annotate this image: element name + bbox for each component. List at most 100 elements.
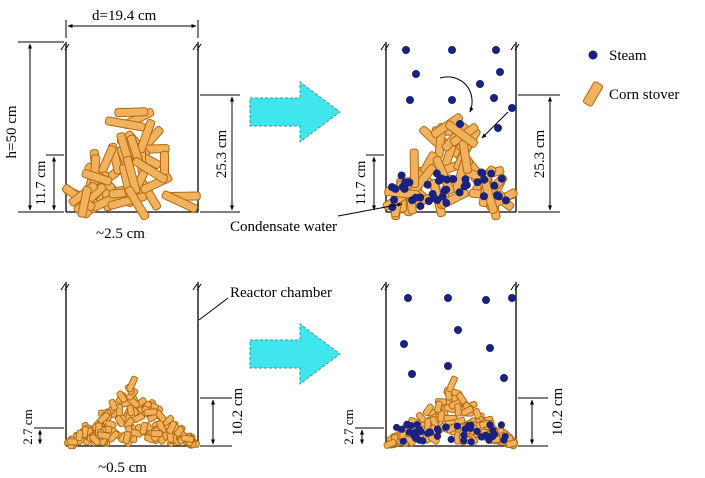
steam-molecule bbox=[496, 68, 504, 76]
steam-molecule bbox=[476, 80, 484, 88]
steam-molecule bbox=[448, 96, 456, 104]
break-marks bbox=[60, 43, 520, 291]
steam-molecule bbox=[402, 46, 410, 54]
corn-stover-particle bbox=[434, 400, 443, 414]
steam-molecule bbox=[473, 178, 482, 187]
steam-molecule bbox=[399, 437, 407, 445]
steam-molecule bbox=[416, 193, 425, 202]
label-bottom-fill-right: 2.7 cm bbox=[341, 409, 356, 444]
steam-top-right bbox=[388, 46, 516, 212]
corn-stover-particle bbox=[409, 148, 420, 189]
label-bottom-fill-left: 2.7 cm bbox=[20, 409, 35, 444]
steam-molecule bbox=[448, 46, 456, 54]
label-top-particle-size: ~2.5 cm bbox=[96, 226, 145, 242]
steam-molecule bbox=[398, 183, 407, 191]
steam-molecule bbox=[391, 184, 400, 193]
steam-molecule bbox=[473, 427, 481, 435]
corn-stover-particle bbox=[383, 438, 397, 449]
steam-molecule bbox=[442, 198, 451, 207]
steam-molecule bbox=[453, 422, 461, 430]
corn-stover-particle bbox=[107, 430, 120, 443]
steam-molecule bbox=[433, 196, 442, 204]
corn-stover-particle bbox=[114, 107, 149, 118]
label-top-fill-left: 11.7 cm bbox=[34, 161, 49, 206]
label-condensate-water: Condensate water bbox=[230, 219, 337, 235]
steam-molecule bbox=[461, 425, 469, 433]
steam-bottom-right bbox=[393, 294, 516, 446]
steam-molecule bbox=[403, 421, 411, 429]
steam-molecule bbox=[501, 433, 509, 441]
corn-stover-particle bbox=[130, 428, 143, 438]
steam-molecule bbox=[406, 96, 414, 104]
steam-molecule bbox=[467, 421, 475, 429]
label-top-fill-right: 11.7 cm bbox=[354, 161, 369, 206]
corn-stover-particle bbox=[89, 433, 101, 446]
corn-stover-particle bbox=[139, 421, 149, 435]
corn-stover-particle bbox=[173, 425, 185, 438]
steam-molecule bbox=[444, 362, 452, 370]
steam-molecule bbox=[412, 433, 420, 441]
steam-molecule bbox=[467, 438, 475, 446]
label-bottom-gap-right: 10.2 cm bbox=[550, 388, 566, 437]
legend-steam-icon bbox=[588, 50, 598, 60]
steam-molecule bbox=[390, 195, 398, 204]
steam-molecule bbox=[492, 46, 500, 54]
steam-molecule bbox=[447, 435, 455, 444]
steam-molecule bbox=[404, 294, 412, 302]
corn-stover-particle bbox=[114, 415, 126, 428]
steam-molecule bbox=[490, 181, 499, 190]
steam-molecule bbox=[397, 171, 406, 180]
steam-molecule bbox=[497, 174, 506, 183]
steam-molecule bbox=[477, 433, 485, 441]
steam-molecule bbox=[400, 340, 408, 348]
reactor-bottom-left bbox=[65, 282, 199, 447]
steam-molecule bbox=[456, 120, 464, 128]
steam-molecule bbox=[494, 192, 503, 201]
corn-stover-particle bbox=[446, 375, 458, 393]
corn-stover-particle bbox=[505, 439, 519, 448]
steam-molecule bbox=[497, 421, 505, 429]
steam-molecule bbox=[460, 431, 468, 439]
corn-stover-particle bbox=[180, 434, 195, 443]
steam-molecule bbox=[486, 344, 494, 352]
steam-molecule bbox=[490, 94, 498, 102]
legend-corn-stover-label: Corn stover bbox=[609, 87, 679, 103]
steam-molecule bbox=[486, 421, 494, 429]
steam-molecule bbox=[423, 180, 432, 189]
corn-stover-particle bbox=[122, 430, 132, 445]
steam-molecule bbox=[408, 196, 417, 205]
steam-molecule bbox=[442, 423, 450, 431]
corn-stover-particle bbox=[97, 431, 111, 440]
steam-molecule bbox=[462, 181, 471, 190]
condensate-leader bbox=[337, 202, 403, 217]
corn-stover-particle bbox=[444, 120, 479, 148]
steam-molecule bbox=[478, 169, 487, 178]
steam-molecule bbox=[502, 196, 510, 205]
corn-stover-particle bbox=[123, 155, 141, 195]
steam-molecule bbox=[494, 124, 502, 132]
steam-molecule bbox=[434, 176, 443, 185]
corn-stover-particle bbox=[66, 438, 79, 446]
steam-molecule bbox=[487, 169, 496, 178]
steam-molecule bbox=[500, 374, 508, 382]
corn-stover-particle bbox=[75, 429, 84, 442]
steam-molecule bbox=[508, 294, 516, 302]
steam-molecule bbox=[428, 190, 437, 198]
corn-stover-particle bbox=[104, 116, 146, 132]
dimension-lines bbox=[18, 20, 560, 447]
steam-molecule bbox=[432, 169, 441, 178]
steam-molecule bbox=[416, 426, 424, 434]
steam-molecule bbox=[433, 432, 442, 440]
legend-steam-label: Steam bbox=[609, 48, 647, 64]
steam-molecule bbox=[460, 437, 468, 445]
steam-molecule bbox=[393, 423, 401, 432]
steam-molecule bbox=[433, 425, 442, 433]
corn-stover-particle bbox=[143, 408, 158, 417]
steam-molecule bbox=[449, 175, 458, 184]
corn-stover-particle bbox=[415, 411, 427, 423]
corn-stover-particle bbox=[454, 403, 462, 417]
corn-stover-small-left bbox=[63, 375, 200, 450]
corn-stover-particle bbox=[422, 403, 435, 417]
corn-stover-particle bbox=[77, 185, 92, 218]
